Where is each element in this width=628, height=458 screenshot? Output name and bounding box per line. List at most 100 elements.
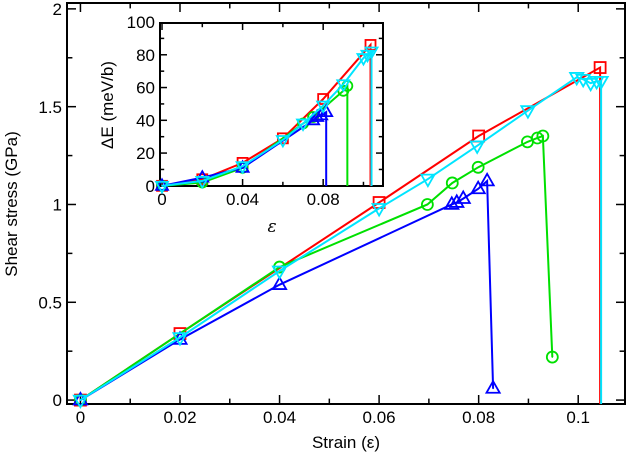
triangle-up-marker — [470, 179, 487, 195]
circle-marker — [445, 176, 459, 190]
main-y-axis-title: Shear stress (GPa) — [2, 131, 21, 277]
x-tick-label: 0.04 — [263, 408, 296, 427]
triangle-down-marker — [72, 394, 89, 410]
marker-dot — [551, 356, 554, 358]
marker-dot — [241, 167, 244, 169]
marker-dot — [589, 82, 592, 84]
inset-x-axis-title: ε — [267, 217, 276, 237]
x-tick-label: 0.08 — [307, 190, 340, 209]
marker-dot — [179, 336, 181, 339]
x-tick-label: 0 — [76, 408, 85, 427]
y-tick-label: 1.5 — [38, 98, 62, 117]
triangle-down-marker — [171, 332, 189, 347]
y-tick-label: 60 — [136, 79, 155, 98]
inset-plot: 0 0.04 0.08 0 20 40 60 80 100 — [127, 13, 384, 209]
marker-dot — [477, 188, 479, 190]
triangle-down-marker — [235, 161, 251, 175]
series-circle — [74, 129, 559, 407]
triangle-up-marker — [443, 195, 460, 210]
marker-dot — [322, 98, 324, 100]
marker-dot — [362, 57, 365, 59]
triangle-down-marker — [363, 46, 380, 60]
circle-marker — [536, 129, 550, 143]
marker-dot — [282, 139, 284, 141]
triangle-down-marker — [419, 173, 437, 189]
y-tick-label: 40 — [136, 111, 155, 130]
marker-dot — [322, 104, 324, 107]
marker-dot — [462, 197, 465, 200]
marker-dot — [325, 111, 327, 113]
marker-dot — [527, 109, 529, 112]
y-tick-label: 0 — [53, 391, 62, 410]
triangle-down-marker — [519, 105, 537, 120]
y-tick-label: 0.5 — [38, 293, 62, 312]
triangle-up-marker — [478, 172, 496, 187]
marker-dot — [378, 207, 380, 210]
triangle-down-marker — [469, 140, 486, 155]
marker-dot — [427, 178, 429, 180]
x-tick-label: 0.06 — [363, 408, 396, 427]
triangle-down-marker — [592, 75, 610, 91]
marker-dot — [599, 66, 601, 69]
marker-dot — [241, 165, 244, 167]
triangle-up-marker — [484, 379, 502, 394]
triangle-down-marker — [271, 265, 288, 280]
marker-dot — [278, 270, 281, 272]
marker-dot — [342, 83, 345, 86]
triangle-up-marker — [271, 275, 288, 290]
y-tick-label: 100 — [127, 13, 155, 32]
plot-frame — [159, 22, 384, 187]
y-tick-label: 2 — [53, 0, 62, 19]
triangle-down-marker — [275, 135, 291, 149]
inset-y-axis-title: ΔE (meV/b) — [98, 61, 117, 149]
marker-dot — [378, 201, 380, 204]
marker-dot — [526, 141, 529, 143]
y-tick-label: 1 — [53, 196, 62, 215]
marker-dot — [486, 180, 488, 182]
triangle-down-marker — [575, 73, 592, 89]
marker-dot — [542, 135, 544, 137]
marker-dot — [477, 135, 480, 137]
y-tick-label: 20 — [136, 144, 155, 163]
y-tick-label: 0 — [146, 177, 155, 196]
circle-marker — [471, 160, 485, 174]
x-tick-label: 0 — [157, 190, 166, 209]
marker-dot — [79, 399, 82, 401]
marker-dot — [201, 178, 204, 181]
triangle-down-marker — [315, 100, 331, 114]
marker-dot — [366, 53, 369, 56]
marker-dot — [161, 185, 163, 187]
main-x-axis-title: Strain (ε) — [312, 433, 380, 452]
triangle-down-marker — [335, 79, 351, 93]
circle-marker — [530, 131, 544, 145]
triangle-down-marker — [154, 180, 170, 195]
marker-dot — [370, 50, 373, 53]
series-triangle-down — [154, 46, 380, 195]
marker-dot — [492, 387, 494, 390]
marker-dot — [278, 283, 281, 286]
marker-dot — [201, 180, 204, 182]
triangle-up-marker — [313, 107, 329, 121]
marker-dot — [451, 182, 454, 184]
square-marker — [593, 61, 607, 74]
y-tick-label: 80 — [136, 46, 155, 65]
marker-dot — [426, 203, 429, 206]
triangle-down-marker — [370, 203, 388, 218]
marker-dot — [476, 144, 478, 147]
circle-marker — [420, 198, 434, 211]
triangle-down-marker — [295, 118, 311, 132]
triangle-up-marker — [455, 189, 472, 204]
x-tick-label: 0.04 — [226, 190, 259, 209]
triangle-up-marker — [448, 193, 465, 208]
series-triangle-down — [72, 72, 610, 410]
triangle-down-marker — [568, 72, 585, 87]
x-tick-label: 0.02 — [163, 408, 196, 427]
marker-dot — [179, 338, 181, 341]
marker-dot — [600, 80, 602, 83]
circle-marker — [545, 350, 559, 364]
triangle-down-marker — [194, 176, 210, 190]
marker-dot — [477, 166, 479, 169]
x-tick-label: 0.1 — [566, 408, 590, 427]
marker-dot — [302, 122, 304, 125]
